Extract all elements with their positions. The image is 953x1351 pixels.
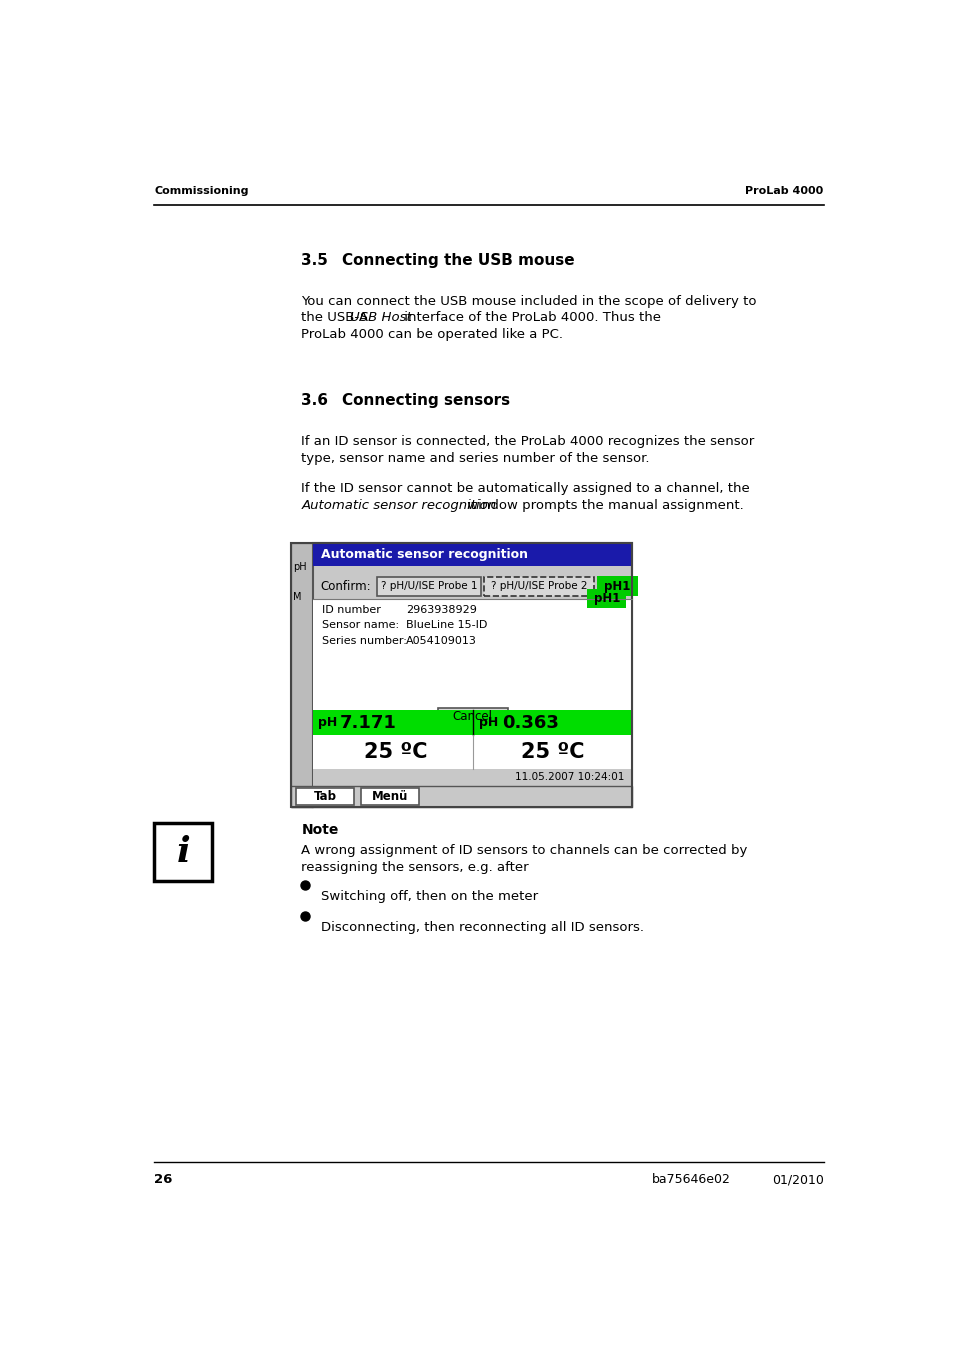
FancyBboxPatch shape: [295, 788, 354, 805]
Text: 11.05.2007 10:24:01: 11.05.2007 10:24:01: [515, 773, 624, 782]
Text: the USB-A: the USB-A: [301, 312, 373, 324]
FancyBboxPatch shape: [360, 788, 418, 805]
Text: A054109013: A054109013: [406, 636, 476, 646]
FancyBboxPatch shape: [313, 735, 632, 769]
FancyBboxPatch shape: [313, 711, 632, 735]
Text: 3.6: 3.6: [301, 393, 328, 408]
Text: 01/2010: 01/2010: [771, 1173, 822, 1186]
Text: Commissioning: Commissioning: [154, 186, 249, 196]
FancyBboxPatch shape: [597, 577, 637, 596]
Text: ? pH/U/ISE Probe 2: ? pH/U/ISE Probe 2: [491, 581, 587, 592]
Text: ProLab 4000 can be operated like a PC.: ProLab 4000 can be operated like a PC.: [301, 328, 563, 342]
Text: Connecting sensors: Connecting sensors: [341, 393, 509, 408]
Text: M: M: [293, 592, 301, 603]
Text: 25 ºC: 25 ºC: [520, 742, 583, 762]
FancyBboxPatch shape: [484, 577, 594, 596]
Text: pH: pH: [478, 716, 497, 730]
Text: You can connect the USB mouse included in the scope of delivery to: You can connect the USB mouse included i…: [301, 295, 756, 308]
Text: Menü: Menü: [372, 790, 408, 802]
FancyBboxPatch shape: [291, 543, 313, 808]
FancyBboxPatch shape: [313, 598, 632, 767]
Text: If the ID sensor cannot be automatically assigned to a channel, the: If the ID sensor cannot be automatically…: [301, 482, 749, 494]
Text: 2963938929: 2963938929: [406, 605, 476, 615]
Text: Tab: Tab: [314, 790, 336, 802]
Text: If an ID sensor is connected, the ProLab 4000 recognizes the sensor: If an ID sensor is connected, the ProLab…: [301, 435, 754, 449]
Text: 25 ºC: 25 ºC: [364, 742, 427, 762]
FancyBboxPatch shape: [587, 589, 625, 608]
Text: Automatic sensor recognition: Automatic sensor recognition: [320, 549, 527, 561]
Text: i: i: [176, 835, 190, 869]
Text: 3.5: 3.5: [301, 253, 328, 267]
Text: pH: pH: [293, 562, 306, 571]
Text: USB Host: USB Host: [350, 312, 412, 324]
Text: reassigning the sensors, e.g. after: reassigning the sensors, e.g. after: [301, 862, 529, 874]
Text: Disconnecting, then reconnecting all ID sensors.: Disconnecting, then reconnecting all ID …: [320, 920, 643, 934]
Text: A wrong assignment of ID sensors to channels can be corrected by: A wrong assignment of ID sensors to chan…: [301, 844, 747, 858]
Text: pH1: pH1: [593, 592, 619, 605]
Text: Series number:: Series number:: [322, 636, 407, 646]
FancyBboxPatch shape: [154, 823, 212, 881]
Text: Sensor name:: Sensor name:: [322, 620, 399, 631]
Text: 7.171: 7.171: [340, 713, 396, 732]
FancyBboxPatch shape: [376, 577, 480, 596]
Text: Automatic sensor recognition: Automatic sensor recognition: [301, 499, 496, 512]
FancyBboxPatch shape: [313, 769, 632, 786]
Text: ba75646e02: ba75646e02: [651, 1173, 730, 1186]
Text: window prompts the manual assignment.: window prompts the manual assignment.: [462, 499, 742, 512]
Text: pH1: pH1: [604, 580, 630, 593]
Text: ID number: ID number: [322, 605, 381, 615]
Text: ProLab 4000: ProLab 4000: [744, 186, 822, 196]
Text: BlueLine 15-ID: BlueLine 15-ID: [406, 620, 487, 631]
Text: type, sensor name and series number of the sensor.: type, sensor name and series number of t…: [301, 453, 649, 465]
Text: interface of the ProLab 4000. Thus the: interface of the ProLab 4000. Thus the: [399, 312, 660, 324]
Text: Switching off, then on the meter: Switching off, then on the meter: [320, 890, 537, 902]
Text: Note: Note: [301, 823, 338, 836]
FancyBboxPatch shape: [313, 543, 632, 566]
FancyBboxPatch shape: [291, 786, 632, 808]
Text: Cancel: Cancel: [452, 711, 492, 723]
FancyBboxPatch shape: [437, 708, 507, 725]
Text: Connecting the USB mouse: Connecting the USB mouse: [341, 253, 574, 267]
Text: ? pH/U/ISE Probe 1: ? pH/U/ISE Probe 1: [380, 581, 476, 592]
FancyBboxPatch shape: [313, 543, 632, 808]
Text: Confirm:: Confirm:: [320, 580, 371, 593]
Text: 0.363: 0.363: [501, 713, 558, 732]
Text: 26: 26: [154, 1173, 172, 1186]
Text: pH: pH: [317, 716, 336, 730]
